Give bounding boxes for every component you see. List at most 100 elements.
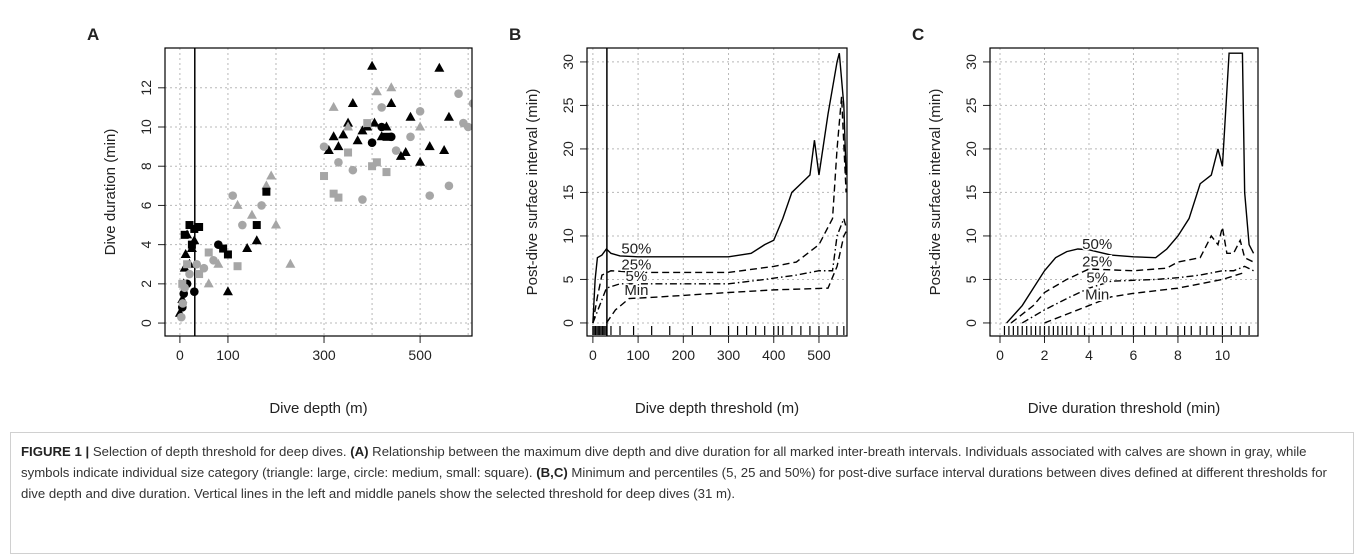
point [352, 135, 363, 145]
y-tick-label: 20 [560, 141, 576, 157]
x-tick-label: 2 [1041, 347, 1049, 363]
point [334, 193, 343, 202]
caption-text: (B,C) [536, 465, 568, 480]
point [406, 132, 415, 142]
y-tick-label: 12 [138, 80, 154, 96]
series-line [1021, 265, 1254, 324]
point [180, 248, 191, 258]
x-tick-label: 100 [626, 347, 650, 363]
point [377, 103, 386, 112]
point [415, 121, 426, 131]
point [329, 189, 338, 198]
point [444, 181, 454, 191]
series-label: 50% [1082, 236, 1112, 253]
y-axis-label: Dive duration (min) [102, 129, 119, 256]
x-tick-label: 0 [176, 347, 184, 363]
point [190, 287, 199, 296]
point [386, 82, 397, 92]
x-axis-label: Dive depth threshold (m) [635, 400, 799, 417]
x-tick-label: 300 [312, 347, 336, 363]
point [468, 99, 472, 108]
point [223, 250, 232, 259]
plot-area [1003, 52, 1255, 335]
point [178, 299, 188, 308]
series-line [605, 231, 847, 324]
point [252, 221, 261, 230]
point [424, 141, 435, 151]
y-tick-label: 25 [560, 97, 576, 113]
point [443, 111, 454, 121]
y-tick-label: 15 [560, 184, 576, 200]
caption-text: Minimum and percentiles (5, 25 and 50%) … [21, 465, 1331, 501]
panel-label: C [912, 25, 924, 44]
point [183, 260, 192, 269]
point [357, 125, 368, 135]
point [382, 168, 391, 177]
point [368, 162, 377, 171]
caption-text: Relationship between the maximum dive de… [21, 444, 1311, 480]
y-tick-label: 0 [138, 319, 154, 327]
x-tick-label: 8 [1174, 347, 1182, 363]
point [344, 148, 353, 157]
y-tick-label: 25 [963, 97, 979, 113]
series-label: 25% [621, 256, 651, 273]
point [320, 172, 329, 181]
point [192, 259, 202, 269]
point [203, 278, 214, 288]
point [328, 131, 339, 141]
series-label: 25% [1082, 253, 1112, 270]
y-tick-label: 6 [138, 201, 154, 209]
y-tick-label: 30 [560, 54, 576, 70]
y-tick-label: 0 [560, 319, 576, 327]
point [395, 150, 406, 160]
point [415, 107, 425, 116]
x-tick-label: 4 [1085, 347, 1093, 363]
point [405, 111, 416, 121]
y-tick-label: 10 [138, 119, 154, 135]
point [285, 258, 296, 268]
series-line [1044, 271, 1245, 324]
y-tick-label: 2 [138, 280, 154, 288]
x-tick-label: 10 [1215, 347, 1231, 363]
point [439, 145, 450, 155]
x-tick-label: 500 [408, 347, 432, 363]
point [358, 195, 367, 204]
point [382, 132, 391, 141]
x-tick-label: 400 [762, 347, 786, 363]
series-line [592, 96, 847, 324]
point [369, 117, 380, 127]
point [219, 244, 228, 253]
y-axis-label: Post-dive surface interval (min) [927, 89, 944, 296]
point [187, 240, 196, 249]
point [209, 256, 218, 265]
point [185, 269, 194, 279]
x-tick-label: 0 [996, 347, 1004, 363]
point [246, 209, 257, 219]
x-tick-label: 500 [807, 347, 831, 363]
y-tick-label: 8 [138, 162, 154, 170]
point [195, 270, 204, 279]
point [242, 243, 253, 253]
point [204, 248, 213, 257]
y-tick-label: 4 [138, 241, 154, 249]
point [213, 258, 224, 268]
x-tick-label: 100 [216, 347, 240, 363]
point [270, 219, 281, 229]
series-line [592, 53, 847, 323]
x-axis-label: Dive duration threshold (min) [1028, 400, 1221, 417]
caption: FIGURE 1 | Selection of depth threshold … [10, 432, 1354, 554]
point [334, 157, 343, 167]
point [177, 312, 186, 322]
point [400, 146, 411, 156]
panel-label: B [509, 25, 521, 44]
point [228, 191, 238, 200]
point [178, 279, 187, 288]
y-tick-label: 5 [963, 275, 979, 283]
point [371, 86, 382, 96]
y-tick-label: 15 [963, 184, 979, 200]
point [415, 156, 426, 166]
point [319, 142, 329, 151]
point [195, 222, 204, 231]
